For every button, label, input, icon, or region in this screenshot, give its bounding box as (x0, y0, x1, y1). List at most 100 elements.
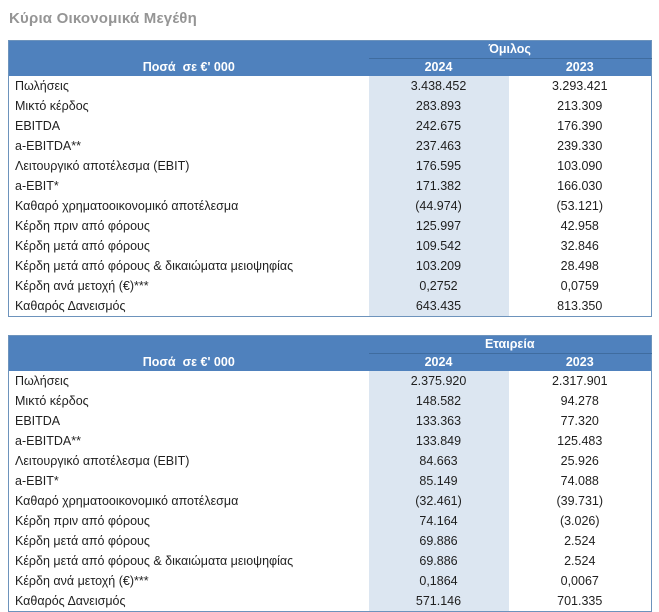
company-column-header-row: Ποσά σε €' 000 2024 2023 (8, 353, 652, 371)
row-label: Μικτό κέρδος (15, 394, 89, 408)
value-2023: 94.278 (560, 394, 599, 408)
value-2023: 42.958 (560, 219, 599, 233)
row-label: Κέρδη μετά από φόρους (15, 239, 150, 253)
row-label: Καθαρό χρηματοοικονομικό αποτέλεσμα (15, 199, 239, 213)
table-row: Πωλήσεις 2.375.920 2.317.901 (9, 371, 652, 391)
value-2023: 176.390 (557, 119, 603, 133)
value-2024: 643.435 (368, 296, 509, 317)
value-2023: 74.088 (560, 474, 599, 488)
value-2024: 0,1864 (368, 571, 509, 591)
value-2023: 2.317.901 (551, 374, 608, 388)
row-label: Κέρδη ανά μετοχή (€)*** (15, 279, 149, 293)
company-financials-table: Εταιρεία Ποσά σε €' 000 2024 2023 Πωλήσε… (8, 335, 652, 612)
row-label: a-EBITDA** (15, 139, 81, 153)
value-2024: 571.146 (368, 591, 509, 612)
value-2024: (32.461) (368, 491, 509, 511)
group-scope-label: Όμιλος (368, 40, 652, 59)
table-row: Λειτουργικό αποτέλεσμα (EBIT) 176.595 10… (9, 156, 652, 176)
row-label: EBITDA (15, 119, 61, 133)
value-2023: 239.330 (557, 139, 603, 153)
table-row: Καθαρό χρηματοοικονομικό αποτέλεσμα (44.… (9, 196, 652, 216)
group-financials-table: Όμιλος Ποσά σε €' 000 2024 2023 Πωλήσεις… (8, 40, 652, 317)
row-label: Καθαρός Δανεισμός (15, 594, 126, 608)
row-label: Λειτουργικό αποτέλεσμα (EBIT) (15, 454, 190, 468)
value-2023: 77.320 (560, 414, 599, 428)
group-column-header-row: Ποσά σε €' 000 2024 2023 (8, 58, 652, 76)
value-2024: 171.382 (368, 176, 509, 196)
value-2023: 3.293.421 (551, 79, 608, 93)
value-2024: 133.849 (368, 431, 509, 451)
row-label: Πωλήσεις (15, 374, 69, 388)
value-2023: 213.309 (557, 99, 603, 113)
company-column-2024: 2024 (368, 353, 509, 371)
table-row: Καθαρό χρηματοοικονομικό αποτέλεσμα (32.… (9, 491, 652, 511)
company-column-2023: 2023 (508, 353, 652, 371)
table-row: Καθαρός Δανεισμός 643.435 813.350 (9, 296, 652, 317)
table-row: Κέρδη ανά μετοχή (€)*** 0,2752 0,0759 (9, 276, 652, 296)
table-row: Κέρδη μετά από φόρους 109.542 32.846 (9, 236, 652, 256)
value-2023: (3.026) (559, 514, 600, 528)
table-row: Κέρδη μετά από φόρους & δικαιώματα μειοψ… (9, 551, 652, 571)
value-2023: (53.121) (556, 199, 604, 213)
value-2024: 103.209 (368, 256, 509, 276)
group-column-2024: 2024 (368, 58, 509, 76)
table-row: a-EBIT* 171.382 166.030 (9, 176, 652, 196)
company-scope-label: Εταιρεία (368, 335, 652, 354)
empty-header-cell (8, 335, 369, 354)
group-unit-label: Ποσά σε €' 000 (8, 58, 369, 76)
row-label: Μικτό κέρδος (15, 99, 89, 113)
table-row: Καθαρός Δανεισμός 571.146 701.335 (9, 591, 652, 612)
value-2024: 0,2752 (368, 276, 509, 296)
value-2023: 813.350 (557, 299, 603, 313)
table-row: Μικτό κέρδος 283.893 213.309 (9, 96, 652, 116)
company-scope-header-row: Εταιρεία (8, 335, 652, 354)
row-label: a-EBIT* (15, 179, 59, 193)
value-2023: 32.846 (560, 239, 599, 253)
value-2024: 74.164 (368, 511, 509, 531)
row-label: Πωλήσεις (15, 79, 69, 93)
value-2024: 242.675 (368, 116, 509, 136)
value-2024: 3.438.452 (368, 76, 509, 96)
value-2024: 109.542 (368, 236, 509, 256)
row-label: Κέρδη πριν από φόρους (15, 514, 150, 528)
group-scope-header-row: Όμιλος (8, 40, 652, 59)
company-unit-label: Ποσά σε €' 000 (8, 353, 369, 371)
value-2024: 69.886 (368, 551, 509, 571)
value-2024: 148.582 (368, 391, 509, 411)
value-2023: 701.335 (557, 594, 603, 608)
table-row: a-EBIT* 85.149 74.088 (9, 471, 652, 491)
page-title: Κύρια Οικονομικά Μεγέθη (9, 10, 197, 27)
row-label: Κέρδη ανά μετοχή (€)*** (15, 574, 149, 588)
value-2023: 125.483 (557, 434, 603, 448)
table-row: Κέρδη πριν από φόρους 125.997 42.958 (9, 216, 652, 236)
value-2023: (39.731) (556, 494, 604, 508)
company-table-body: Πωλήσεις 2.375.920 2.317.901 Μικτό κέρδο… (9, 371, 652, 612)
value-2024: 84.663 (368, 451, 509, 471)
value-2024: 237.463 (368, 136, 509, 156)
value-2024: 69.886 (368, 531, 509, 551)
value-2023: 166.030 (557, 179, 603, 193)
value-2023: 28.498 (560, 259, 599, 273)
table-row: Πωλήσεις 3.438.452 3.293.421 (9, 76, 652, 96)
value-2023: 2.524 (564, 534, 596, 548)
group-table-body: Πωλήσεις 3.438.452 3.293.421 Μικτό κέρδο… (9, 76, 652, 317)
row-label: Κέρδη μετά από φόρους (15, 534, 150, 548)
value-2024: 133.363 (368, 411, 509, 431)
row-label: Κέρδη μετά από φόρους & δικαιώματα μειοψ… (15, 554, 294, 568)
row-label: a-EBIT* (15, 474, 59, 488)
row-label: Λειτουργικό αποτέλεσμα (EBIT) (15, 159, 190, 173)
value-2024: (44.974) (368, 196, 509, 216)
value-2023: 103.090 (557, 159, 603, 173)
group-column-2023: 2023 (508, 58, 652, 76)
row-label: Κέρδη πριν από φόρους (15, 219, 150, 233)
row-label: Καθαρός Δανεισμός (15, 299, 126, 313)
value-2024: 125.997 (368, 216, 509, 236)
value-2023: 2.524 (564, 554, 596, 568)
row-label: Καθαρό χρηματοοικονομικό αποτέλεσμα (15, 494, 239, 508)
table-row: EBITDA 133.363 77.320 (9, 411, 652, 431)
table-row: Λειτουργικό αποτέλεσμα (EBIT) 84.663 25.… (9, 451, 652, 471)
value-2023: 25.926 (560, 454, 599, 468)
value-2024: 283.893 (368, 96, 509, 116)
value-2023: 0,0067 (560, 574, 599, 588)
table-row: Κέρδη πριν από φόρους 74.164 (3.026) (9, 511, 652, 531)
